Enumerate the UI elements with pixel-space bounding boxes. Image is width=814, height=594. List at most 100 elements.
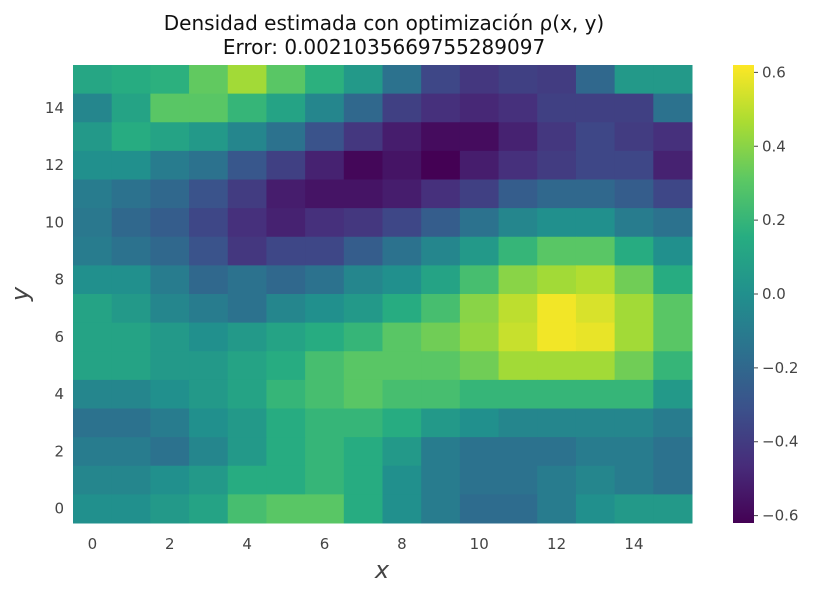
heatmap-cell bbox=[227, 265, 267, 295]
heatmap-cell bbox=[343, 150, 383, 180]
heatmap-cell bbox=[498, 437, 538, 467]
heatmap-cell bbox=[653, 351, 693, 381]
heatmap-cell bbox=[305, 236, 345, 266]
heatmap-cell bbox=[575, 408, 616, 438]
heatmap-cell bbox=[150, 208, 190, 238]
heatmap-cell bbox=[498, 208, 538, 238]
heatmap-cell bbox=[614, 150, 654, 180]
heatmap-cell bbox=[459, 122, 500, 152]
heatmap-cell bbox=[150, 437, 190, 467]
heatmap-cell bbox=[537, 150, 577, 180]
heatmap-cell bbox=[537, 122, 577, 152]
heatmap-cell bbox=[498, 236, 538, 266]
heatmap-cell bbox=[575, 465, 616, 495]
heatmap-cell bbox=[459, 65, 500, 95]
heatmap-cell bbox=[614, 265, 654, 295]
heatmap-cell bbox=[575, 208, 616, 238]
y-tick-label: 2 bbox=[54, 442, 64, 460]
heatmap-cell bbox=[111, 379, 151, 409]
heatmap-cell bbox=[266, 150, 306, 180]
heatmap-cell bbox=[111, 465, 151, 495]
heatmap-cell bbox=[382, 208, 422, 238]
heatmap-cell bbox=[343, 236, 383, 266]
heatmap-cell bbox=[266, 265, 306, 295]
heatmap-cell bbox=[653, 93, 693, 123]
heatmap-cell bbox=[575, 150, 616, 180]
heatmap-cell bbox=[305, 122, 345, 152]
heatmap-cell bbox=[111, 65, 151, 95]
heatmap-cell bbox=[459, 379, 500, 409]
heatmap-cell bbox=[653, 265, 693, 295]
y-axis-label: y bbox=[6, 286, 34, 302]
heatmap-cell bbox=[73, 408, 113, 438]
heatmap-cell bbox=[150, 179, 190, 209]
heatmap-cell bbox=[421, 236, 461, 266]
heatmap-cell bbox=[343, 351, 383, 381]
heatmap-cell bbox=[421, 322, 461, 352]
heatmap-cell bbox=[537, 379, 577, 409]
heatmap-cell bbox=[382, 379, 422, 409]
heatmap-cell bbox=[614, 122, 654, 152]
heatmap-cell bbox=[459, 351, 500, 381]
heatmap-cell bbox=[343, 465, 383, 495]
heatmap-cell bbox=[227, 150, 267, 180]
heatmap-cell bbox=[189, 437, 229, 467]
heatmap-cell bbox=[266, 122, 306, 152]
y-tick-label: 14 bbox=[45, 99, 64, 117]
heatmap-cell bbox=[343, 65, 383, 95]
heatmap-cell bbox=[73, 294, 113, 324]
heatmap-cell bbox=[189, 65, 229, 95]
heatmap-cell bbox=[653, 494, 693, 524]
heatmap-cell bbox=[537, 322, 577, 352]
heatmap-cell bbox=[575, 294, 616, 324]
heatmap-cell bbox=[459, 265, 500, 295]
heatmap-cell bbox=[150, 93, 190, 123]
heatmap-cell bbox=[343, 294, 383, 324]
heatmap-cell bbox=[73, 208, 113, 238]
heatmap-cell bbox=[150, 150, 190, 180]
heatmap-cell bbox=[614, 93, 654, 123]
x-tick-label: 4 bbox=[242, 535, 252, 553]
heatmap-cell bbox=[498, 150, 538, 180]
heatmap-cell bbox=[227, 465, 267, 495]
heatmap-cell bbox=[189, 379, 229, 409]
heatmap-cell bbox=[111, 294, 151, 324]
x-axis-ticks: 0 2 4 6 8 10 12 14 bbox=[88, 535, 644, 553]
heatmap-cell bbox=[305, 494, 345, 524]
heatmap-cell bbox=[150, 379, 190, 409]
heatmap-cell bbox=[421, 494, 461, 524]
heatmap-cell bbox=[189, 236, 229, 266]
heatmap-cell bbox=[111, 322, 151, 352]
x-tick-label: 14 bbox=[624, 535, 643, 553]
heatmap-cell bbox=[382, 351, 422, 381]
x-axis-label: x bbox=[374, 556, 390, 584]
heatmap-cell bbox=[305, 179, 345, 209]
heatmap-cell bbox=[111, 408, 151, 438]
heatmap-cell bbox=[421, 351, 461, 381]
heatmap-cell bbox=[459, 179, 500, 209]
heatmap-cell bbox=[189, 122, 229, 152]
heatmap-cell bbox=[421, 93, 461, 123]
heatmap-cell bbox=[343, 265, 383, 295]
heatmap-cell bbox=[227, 208, 267, 238]
heatmap-cell bbox=[653, 122, 693, 152]
heatmap-cell bbox=[227, 322, 267, 352]
heatmap-cell bbox=[305, 294, 345, 324]
heatmap-cell bbox=[150, 122, 190, 152]
heatmap-cell bbox=[266, 208, 306, 238]
heatmap-cell bbox=[266, 65, 306, 95]
heatmap-cell bbox=[421, 65, 461, 95]
heatmap-cell bbox=[537, 65, 577, 95]
heatmap-cell bbox=[305, 351, 345, 381]
heatmap-cell bbox=[189, 322, 229, 352]
heatmap-cell bbox=[614, 236, 654, 266]
heatmap-cell bbox=[189, 465, 229, 495]
heatmap-cell bbox=[421, 150, 461, 180]
heatmap-cell bbox=[73, 65, 113, 95]
heatmap-cell bbox=[614, 179, 654, 209]
heatmap-cell bbox=[227, 437, 267, 467]
heatmap-cell bbox=[575, 494, 616, 524]
heatmap-cell bbox=[227, 351, 267, 381]
heatmap-cell bbox=[575, 265, 616, 295]
heatmap-cell bbox=[537, 437, 577, 467]
